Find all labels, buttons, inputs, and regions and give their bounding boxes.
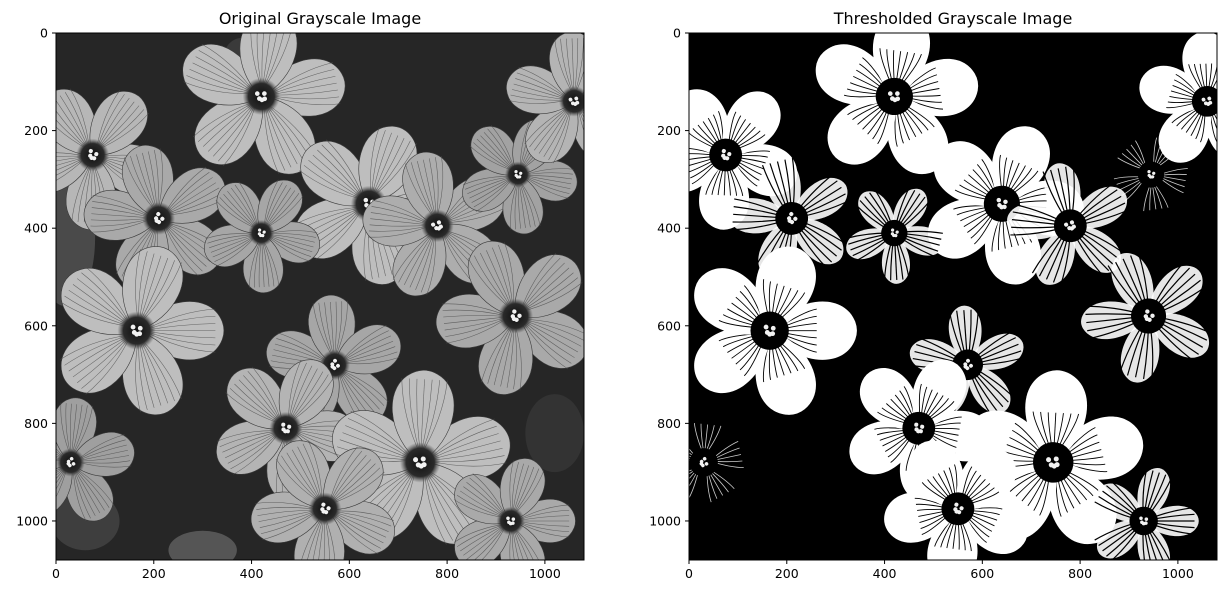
x-tick-label: 1000 — [529, 566, 561, 581]
axis-ticks: 0 200 400 600 800 1000 0 200 400 600 800 1000 — [649, 26, 1194, 582]
grayscale-flower-image — [56, 33, 584, 560]
flower — [1081, 251, 1212, 383]
flower — [56, 397, 135, 522]
x-tick-label: 400 — [240, 566, 264, 581]
x-tick-label: 800 — [1068, 566, 1092, 581]
x-tick-label: 800 — [435, 566, 459, 581]
flower — [266, 294, 402, 428]
flower — [1007, 163, 1130, 286]
x-tick-label: 600 — [337, 566, 361, 581]
y-tick-label: 600 — [24, 318, 48, 333]
y-tick-label: 600 — [657, 318, 681, 333]
x-tick-label: 600 — [970, 566, 994, 581]
y-tick-label: 200 — [657, 123, 681, 138]
flower — [689, 423, 744, 503]
thresholded-flower-image — [689, 33, 1217, 560]
panel-title: Original Grayscale Image — [219, 9, 421, 28]
x-tick-label: 400 — [873, 566, 897, 581]
axis-ticks: 0 200 400 600 800 1000 0 200 400 600 800 1000 — [16, 26, 561, 582]
axes-frame — [55, 32, 585, 561]
original-image-panel: Original Grayscale Image 0 200 400 600 800 10… — [16, 9, 585, 582]
y-tick-label: 200 — [24, 123, 48, 138]
y-tick-label: 0 — [673, 26, 681, 41]
flower — [462, 119, 578, 235]
flower — [60, 246, 225, 416]
flower — [1094, 468, 1199, 560]
flower — [694, 246, 857, 415]
x-tick-label: 1000 — [1162, 566, 1194, 581]
y-tick-label: 800 — [24, 416, 48, 431]
x-tick-label: 0 — [685, 566, 693, 581]
flower — [845, 186, 944, 284]
axes-frame — [688, 32, 1218, 561]
flower — [204, 179, 320, 294]
flower — [250, 440, 395, 560]
x-tick-label: 200 — [142, 566, 166, 581]
flower — [453, 458, 576, 560]
flower — [1113, 137, 1188, 212]
flower — [815, 33, 979, 174]
flower — [435, 240, 584, 395]
x-tick-label: 0 — [52, 566, 60, 581]
thresholded-image-panel: Thresholded Grayscale Image 0 200 400 600 80… — [649, 9, 1218, 582]
flower — [884, 440, 1028, 560]
panel-title: Thresholded Grayscale Image — [833, 9, 1073, 28]
y-tick-label: 800 — [657, 416, 681, 431]
y-tick-label: 0 — [40, 26, 48, 41]
y-tick-label: 1000 — [16, 513, 48, 528]
flower — [1139, 33, 1217, 163]
flower — [506, 33, 584, 164]
y-tick-label: 1000 — [649, 513, 681, 528]
y-tick-label: 400 — [24, 221, 48, 236]
x-tick-label: 200 — [775, 566, 799, 581]
y-tick-label: 400 — [657, 221, 681, 236]
